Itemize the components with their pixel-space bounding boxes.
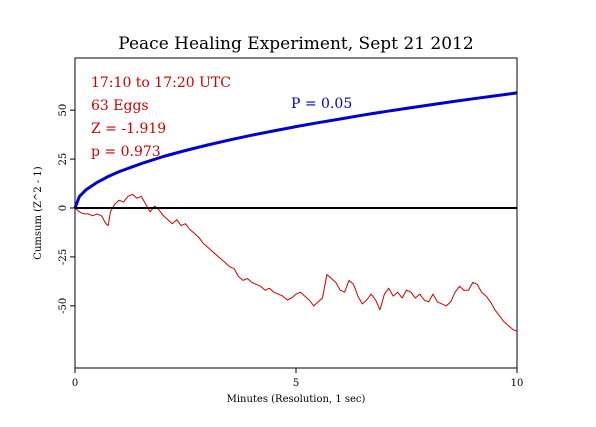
x-axis-label: Minutes (Resolution, 1 sec) [227,394,366,405]
cumulative-deviation-line [74,193,518,332]
y-tick-label: 25 [58,153,69,166]
y-axis: -50 -25 0 25 50 [58,104,75,314]
annotation-z-score: Z = -1.919 [91,121,166,137]
chart-title: Peace Healing Experiment, Sept 21 2012 [118,34,473,54]
annotation-eggs: 63 Eggs [91,98,149,114]
y-axis-label: Cumsum (Z^2 - 1) [33,166,44,259]
y-tick-label: -25 [58,249,69,265]
annotation-p-value: p = 0.973 [91,144,161,160]
y-tick-label: -50 [58,298,69,314]
x-axis: 0 5 10 [72,368,524,389]
x-tick-label: 0 [72,378,78,389]
x-tick-label: 5 [293,378,299,389]
x-tick-label: 10 [511,378,524,389]
probability-envelope-line [73,91,518,209]
y-tick-label: 50 [58,104,69,117]
y-tick-label: 0 [58,205,69,211]
annotation-envelope-label: P = 0.05 [291,96,352,112]
series-layer [73,91,518,332]
annotation-time-range: 17:10 to 17:20 UTC [91,75,231,91]
